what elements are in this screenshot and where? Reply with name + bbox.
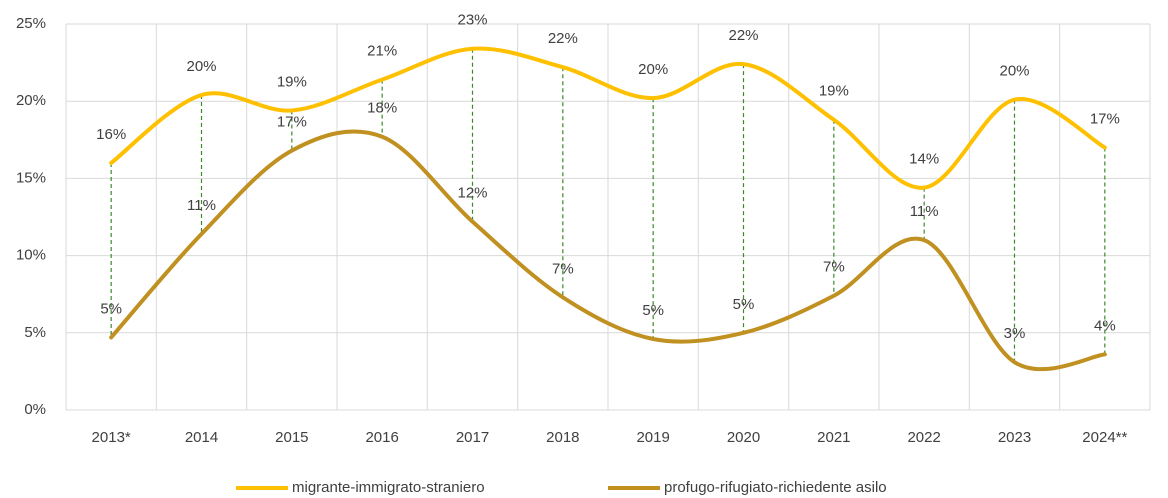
data-label: 3% — [1004, 325, 1026, 342]
data-label: 22% — [728, 27, 758, 44]
x-tick-label: 2015 — [275, 429, 308, 446]
x-tick-label: 2013* — [92, 429, 131, 446]
series-line — [109, 46, 1107, 190]
x-tick-label: 2021 — [817, 429, 850, 446]
data-label: 5% — [100, 300, 122, 317]
legend-label: profugo-rifugiato-richiedente asilo — [664, 479, 887, 496]
data-label: 5% — [733, 296, 755, 313]
y-tick-label: 10% — [16, 247, 46, 264]
data-label: 14% — [909, 151, 939, 168]
data-label: 12% — [457, 185, 487, 202]
x-tick-label: 2016 — [365, 429, 398, 446]
data-label: 5% — [642, 302, 664, 319]
data-label: 19% — [277, 73, 307, 90]
data-label: 11% — [910, 203, 939, 220]
data-label: 17% — [1090, 110, 1120, 127]
data-label: 7% — [552, 260, 574, 277]
x-tick-label: 2018 — [546, 429, 579, 446]
x-tick-label: 2023 — [998, 429, 1031, 446]
data-label: 23% — [457, 12, 487, 29]
data-label: 20% — [186, 58, 216, 75]
data-label: 16% — [96, 126, 126, 143]
y-tick-label: 15% — [16, 169, 46, 186]
y-tick-label: 25% — [16, 15, 46, 32]
legend-label: migrante-immigrato-straniero — [292, 479, 485, 496]
x-tick-label: 2022 — [907, 429, 940, 446]
data-label: 20% — [638, 61, 668, 78]
data-label: 21% — [367, 43, 397, 60]
x-tick-label: 2024** — [1082, 429, 1127, 446]
y-tick-label: 0% — [24, 401, 46, 418]
data-label: 11% — [187, 197, 216, 214]
data-label: 22% — [548, 30, 578, 47]
data-label: 19% — [819, 83, 849, 100]
data-label: 17% — [277, 114, 307, 131]
x-tick-label: 2017 — [456, 429, 489, 446]
x-tick-label: 2020 — [727, 429, 760, 446]
data-label: 7% — [823, 259, 845, 276]
data-label: 4% — [1094, 317, 1116, 334]
y-tick-label: 20% — [16, 92, 46, 109]
series-line — [109, 129, 1107, 372]
x-tick-label: 2019 — [636, 429, 669, 446]
data-label: 18% — [367, 100, 397, 117]
x-tick-label: 2014 — [185, 429, 218, 446]
y-tick-label: 5% — [24, 324, 46, 341]
data-label: 20% — [999, 63, 1029, 80]
